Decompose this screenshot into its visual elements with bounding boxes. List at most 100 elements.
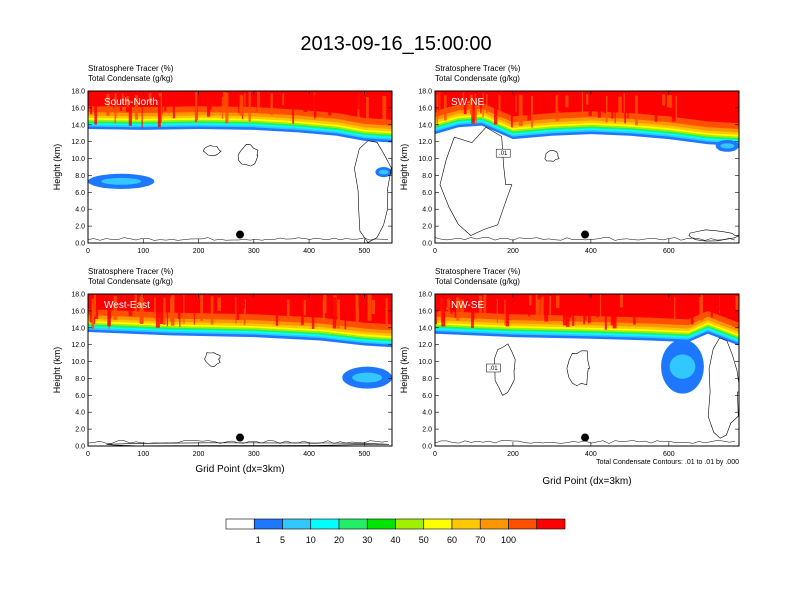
tracer-streak — [328, 92, 332, 116]
tracer-streak — [337, 299, 340, 329]
tracer-streak — [627, 96, 629, 119]
tracer-streak — [667, 95, 671, 108]
tracer-streak — [443, 295, 448, 308]
tracer-streak — [584, 296, 587, 320]
ytick-label: 12.0 — [71, 342, 85, 349]
location-dot — [236, 433, 244, 442]
tracer-streak — [377, 299, 381, 310]
tracer-streak — [163, 297, 166, 325]
xtick-label: 200 — [507, 451, 519, 458]
tracer-streak — [735, 296, 739, 310]
tracer-streak — [221, 96, 224, 120]
contour-label-box — [495, 148, 511, 158]
tracer-streak — [148, 92, 152, 104]
panel-subtitle-condensate: Total Condensate (g/kg) — [435, 277, 520, 286]
figure-title: 2013-09-16_15:00:00 — [300, 33, 491, 55]
tracer-streak — [303, 94, 308, 112]
tracer-streak — [604, 298, 607, 330]
ytick-label: 6.0 — [422, 393, 432, 400]
tracer-streak — [239, 95, 244, 116]
ytick-label: 2.0 — [75, 224, 85, 231]
tracer-streak — [654, 93, 658, 122]
tracer-streak — [371, 299, 376, 315]
tracer-streak — [603, 95, 607, 114]
tracer-streak — [496, 298, 498, 323]
colorbar-label-0: 1 — [256, 535, 261, 545]
tracer-streak — [257, 91, 260, 111]
ytick-label: 4.0 — [422, 207, 432, 214]
tracer-streak — [108, 295, 111, 324]
panel-subtitle-condensate: Total Condensate (g/kg) — [88, 277, 173, 286]
ytick-label: 8.0 — [422, 173, 432, 180]
tracer-streak — [90, 94, 93, 115]
tracer-streak — [635, 95, 638, 126]
tracer-streak — [382, 96, 387, 123]
tracer-streak — [106, 93, 110, 116]
ytick-label: 6.0 — [422, 190, 432, 197]
tracer-streak — [483, 294, 487, 317]
tracer-streak — [646, 299, 651, 316]
tracer-streak — [529, 295, 532, 306]
tracer-streak — [450, 298, 453, 314]
tracer-streak — [378, 93, 381, 115]
colorbar-swatch-6 — [395, 518, 425, 530]
tracer-streak — [690, 95, 693, 118]
tracer-streak — [193, 295, 195, 325]
tracer-streak — [223, 92, 227, 112]
tracer-streak — [208, 92, 212, 110]
panel-subtitle-tracer: Stratosphere Tracer (%) — [435, 64, 521, 73]
panel-label: West-East — [104, 300, 150, 311]
tracer-streak — [359, 91, 363, 106]
tracer-streak — [456, 297, 460, 321]
surface-contour — [88, 440, 389, 444]
ylabel: Height (km) — [399, 347, 409, 394]
tracer-streak — [572, 294, 575, 326]
colorbar-label-2: 10 — [306, 535, 316, 545]
contour-label-box — [486, 363, 501, 373]
tracer-streak — [623, 92, 625, 113]
tracer-streak — [479, 295, 482, 316]
tracer-streak — [138, 94, 140, 107]
xtick-label: 200 — [193, 451, 205, 458]
tracer-streak — [681, 294, 684, 310]
tracer-streak — [322, 298, 325, 321]
xtick-label: 400 — [585, 451, 597, 458]
tracer-streak — [539, 91, 543, 112]
tracer-streak — [134, 95, 139, 120]
ytick-label: 14.0 — [418, 122, 432, 129]
ytick-label: 2.0 — [422, 224, 432, 231]
tracer-streak — [435, 95, 438, 113]
ytick-label: 10.0 — [71, 156, 85, 163]
tracer-streak — [114, 93, 116, 124]
panel-subtitle-condensate: Total Condensate (g/kg) — [88, 74, 173, 83]
ytick-label: 8.0 — [75, 376, 85, 383]
tracer-streak — [154, 297, 156, 320]
colorbar-label-8: 70 — [475, 535, 485, 545]
tracer-streak — [128, 94, 132, 126]
ytick-label: 16.0 — [418, 105, 432, 112]
plot-frame — [87, 293, 393, 447]
tracer-streak — [160, 297, 164, 325]
tracer-streak — [566, 299, 570, 327]
ytick-label: 8.0 — [422, 376, 432, 383]
ytick-label: 2.0 — [75, 427, 85, 434]
tracer-streak — [179, 297, 181, 327]
contour-label: .01 — [499, 151, 508, 157]
tracer-streak — [204, 296, 208, 312]
colorbar-label-6: 50 — [419, 535, 429, 545]
tracer-streak — [195, 91, 198, 123]
tracer-streak — [344, 297, 347, 330]
tracer-streak — [358, 296, 361, 309]
condensate-contour-1 — [566, 350, 590, 387]
tracer-streak — [439, 92, 441, 115]
colorbar-label-7: 60 — [447, 535, 457, 545]
ytick-label: 18.0 — [71, 89, 85, 96]
tracer-streak — [610, 297, 615, 326]
surface-contour — [435, 440, 736, 444]
tracer-streak — [541, 296, 544, 316]
tracer-streak — [572, 91, 577, 111]
tracer-streak — [669, 95, 673, 109]
tracer-streak — [126, 96, 130, 107]
tracer-streak — [380, 299, 383, 312]
